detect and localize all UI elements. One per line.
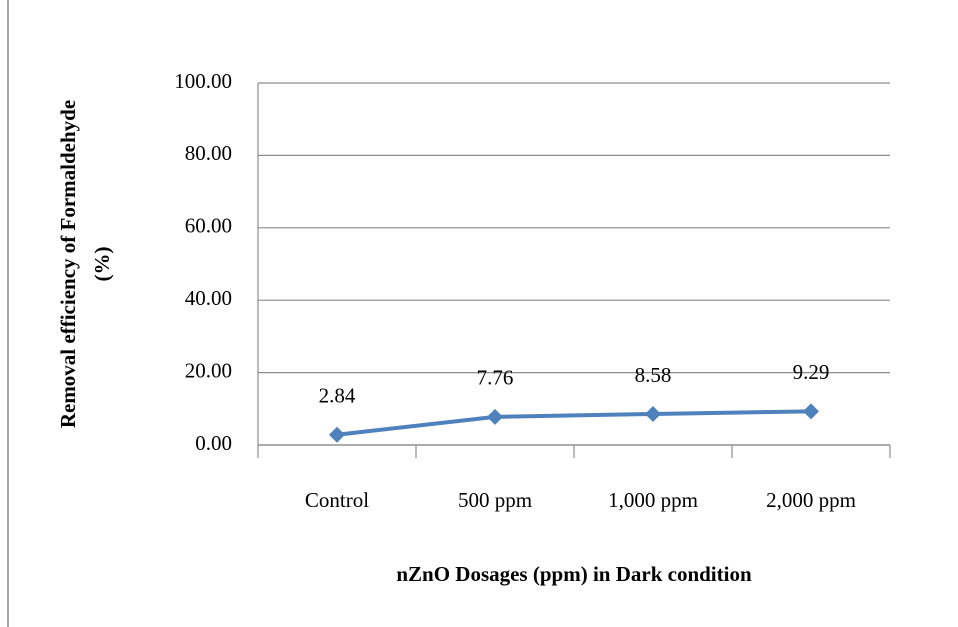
- x-tick-label: Control: [305, 488, 369, 512]
- y-tick-label: 60.00: [185, 214, 232, 238]
- y-tick-label: 20.00: [185, 358, 232, 382]
- series-line: [336, 409, 812, 437]
- data-label: 7.76: [477, 366, 514, 390]
- y-axis-label: Removal efficiency of Formaldehyde: [56, 100, 80, 428]
- point: [645, 405, 661, 422]
- point: [803, 403, 819, 420]
- data-label: 9.29: [793, 360, 830, 384]
- x-tick-label: 2,000 ppm: [766, 488, 856, 512]
- y-tick-label: 0.00: [195, 431, 232, 455]
- data-label: 2.84: [319, 384, 356, 408]
- x-tick-label: 1,000 ppm: [608, 488, 698, 512]
- point: [329, 426, 345, 443]
- y-axis-label: (%): [90, 247, 114, 282]
- y-tick-label: 40.00: [185, 286, 232, 310]
- point: [487, 408, 503, 425]
- x-axis-label: nZnO Dosages (ppm) in Dark condition: [396, 562, 752, 586]
- y-tick-label: 80.00: [185, 141, 232, 165]
- x-tick-label: 500 ppm: [458, 488, 532, 512]
- y-tick-label: 100.00: [174, 69, 232, 93]
- data-label: 8.58: [635, 363, 672, 387]
